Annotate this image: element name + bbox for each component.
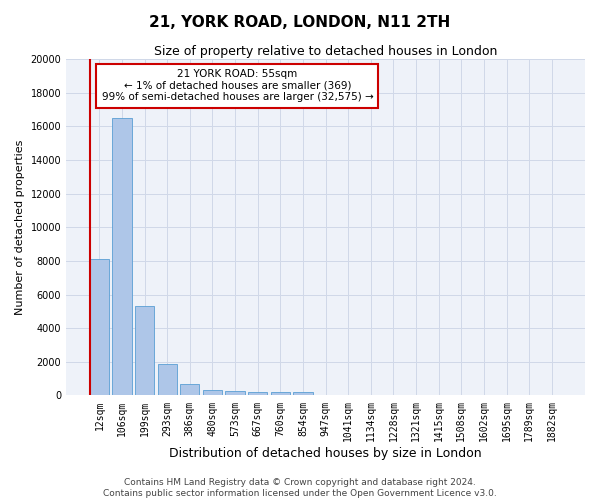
Bar bbox=[180, 384, 199, 396]
Text: 21 YORK ROAD: 55sqm
← 1% of detached houses are smaller (369)
99% of semi-detach: 21 YORK ROAD: 55sqm ← 1% of detached hou… bbox=[101, 70, 373, 102]
Bar bbox=[226, 391, 245, 396]
Bar bbox=[158, 364, 177, 396]
Bar bbox=[271, 392, 290, 396]
Y-axis label: Number of detached properties: Number of detached properties bbox=[15, 140, 25, 315]
Bar bbox=[135, 306, 154, 396]
Text: 21, YORK ROAD, LONDON, N11 2TH: 21, YORK ROAD, LONDON, N11 2TH bbox=[149, 15, 451, 30]
Title: Size of property relative to detached houses in London: Size of property relative to detached ho… bbox=[154, 45, 497, 58]
Bar bbox=[203, 390, 222, 396]
X-axis label: Distribution of detached houses by size in London: Distribution of detached houses by size … bbox=[169, 447, 482, 460]
Bar bbox=[293, 392, 313, 396]
Bar bbox=[112, 118, 131, 396]
Text: Contains HM Land Registry data © Crown copyright and database right 2024.
Contai: Contains HM Land Registry data © Crown c… bbox=[103, 478, 497, 498]
Bar bbox=[90, 260, 109, 396]
Bar bbox=[248, 392, 268, 396]
